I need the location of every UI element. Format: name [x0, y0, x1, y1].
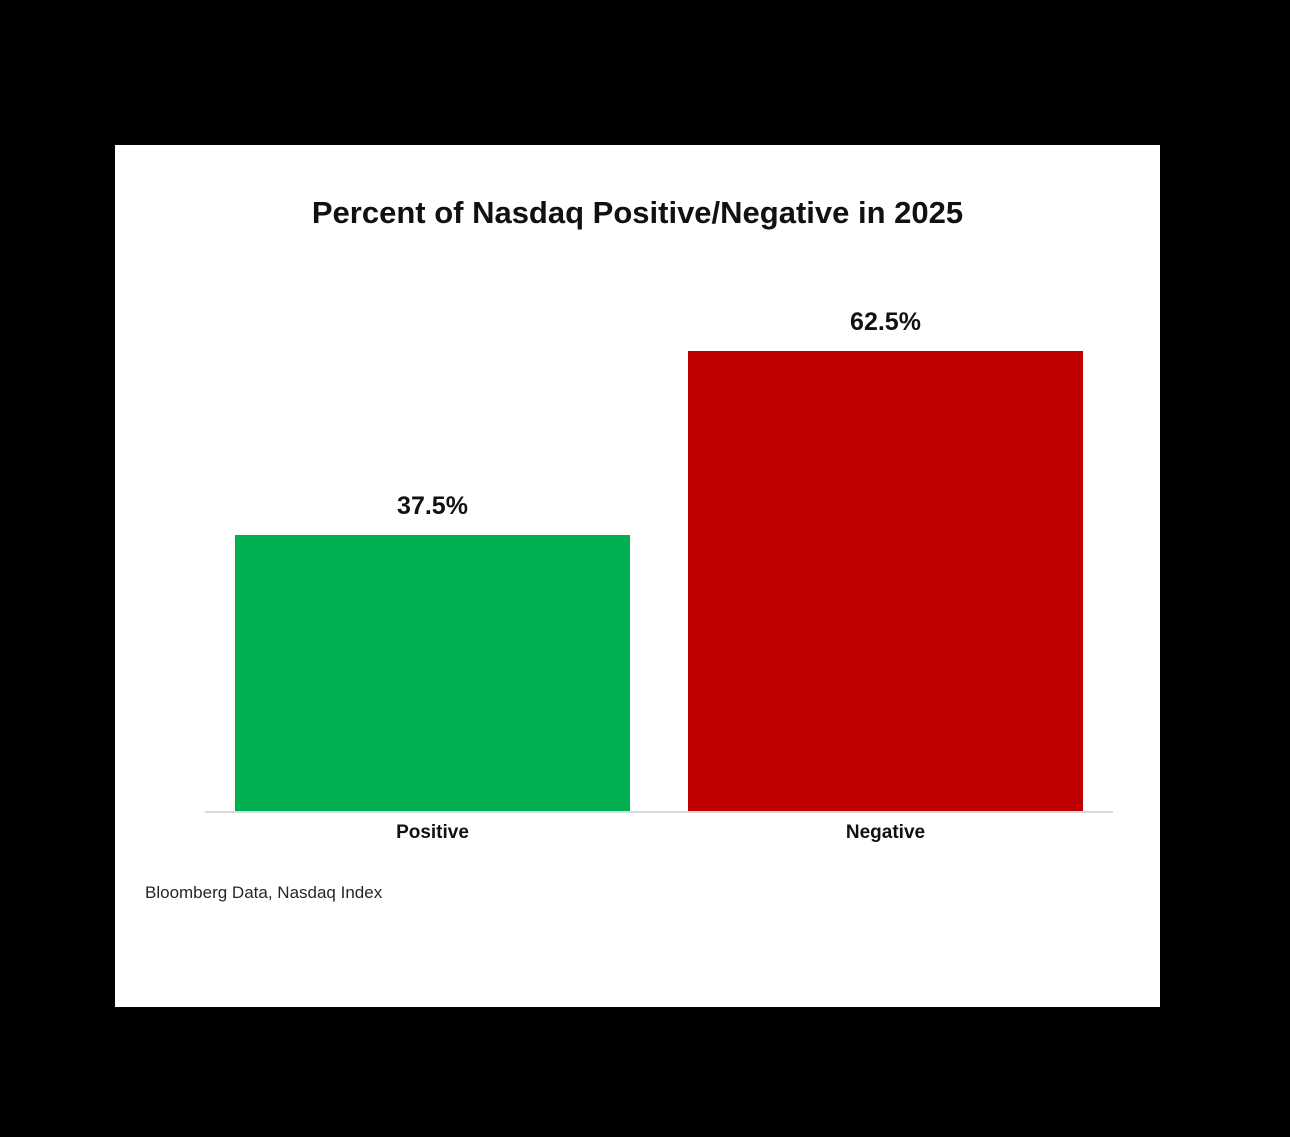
x-axis-line [205, 811, 1113, 813]
bar-group-negative: 62.5% [688, 308, 1083, 812]
value-label-negative: 62.5% [850, 308, 921, 336]
source-note: Bloomberg Data, Nasdaq Index [145, 883, 383, 902]
bar-rect-negative [688, 351, 1083, 812]
value-label-positive: 37.5% [397, 492, 468, 520]
chart-card: Percent of Nasdaq Positive/Negative in 2… [115, 145, 1160, 1007]
plot-area: 37.5% 62.5% Positive Negative [205, 295, 1113, 843]
bar-group-positive: 37.5% [235, 492, 630, 812]
x-tick-label-negative: Negative [845, 822, 926, 843]
bar-rect-positive [235, 535, 630, 812]
chart-title: Percent of Nasdaq Positive/Negative in 2… [311, 195, 964, 230]
x-tick-label-positive: Positive [396, 822, 469, 843]
